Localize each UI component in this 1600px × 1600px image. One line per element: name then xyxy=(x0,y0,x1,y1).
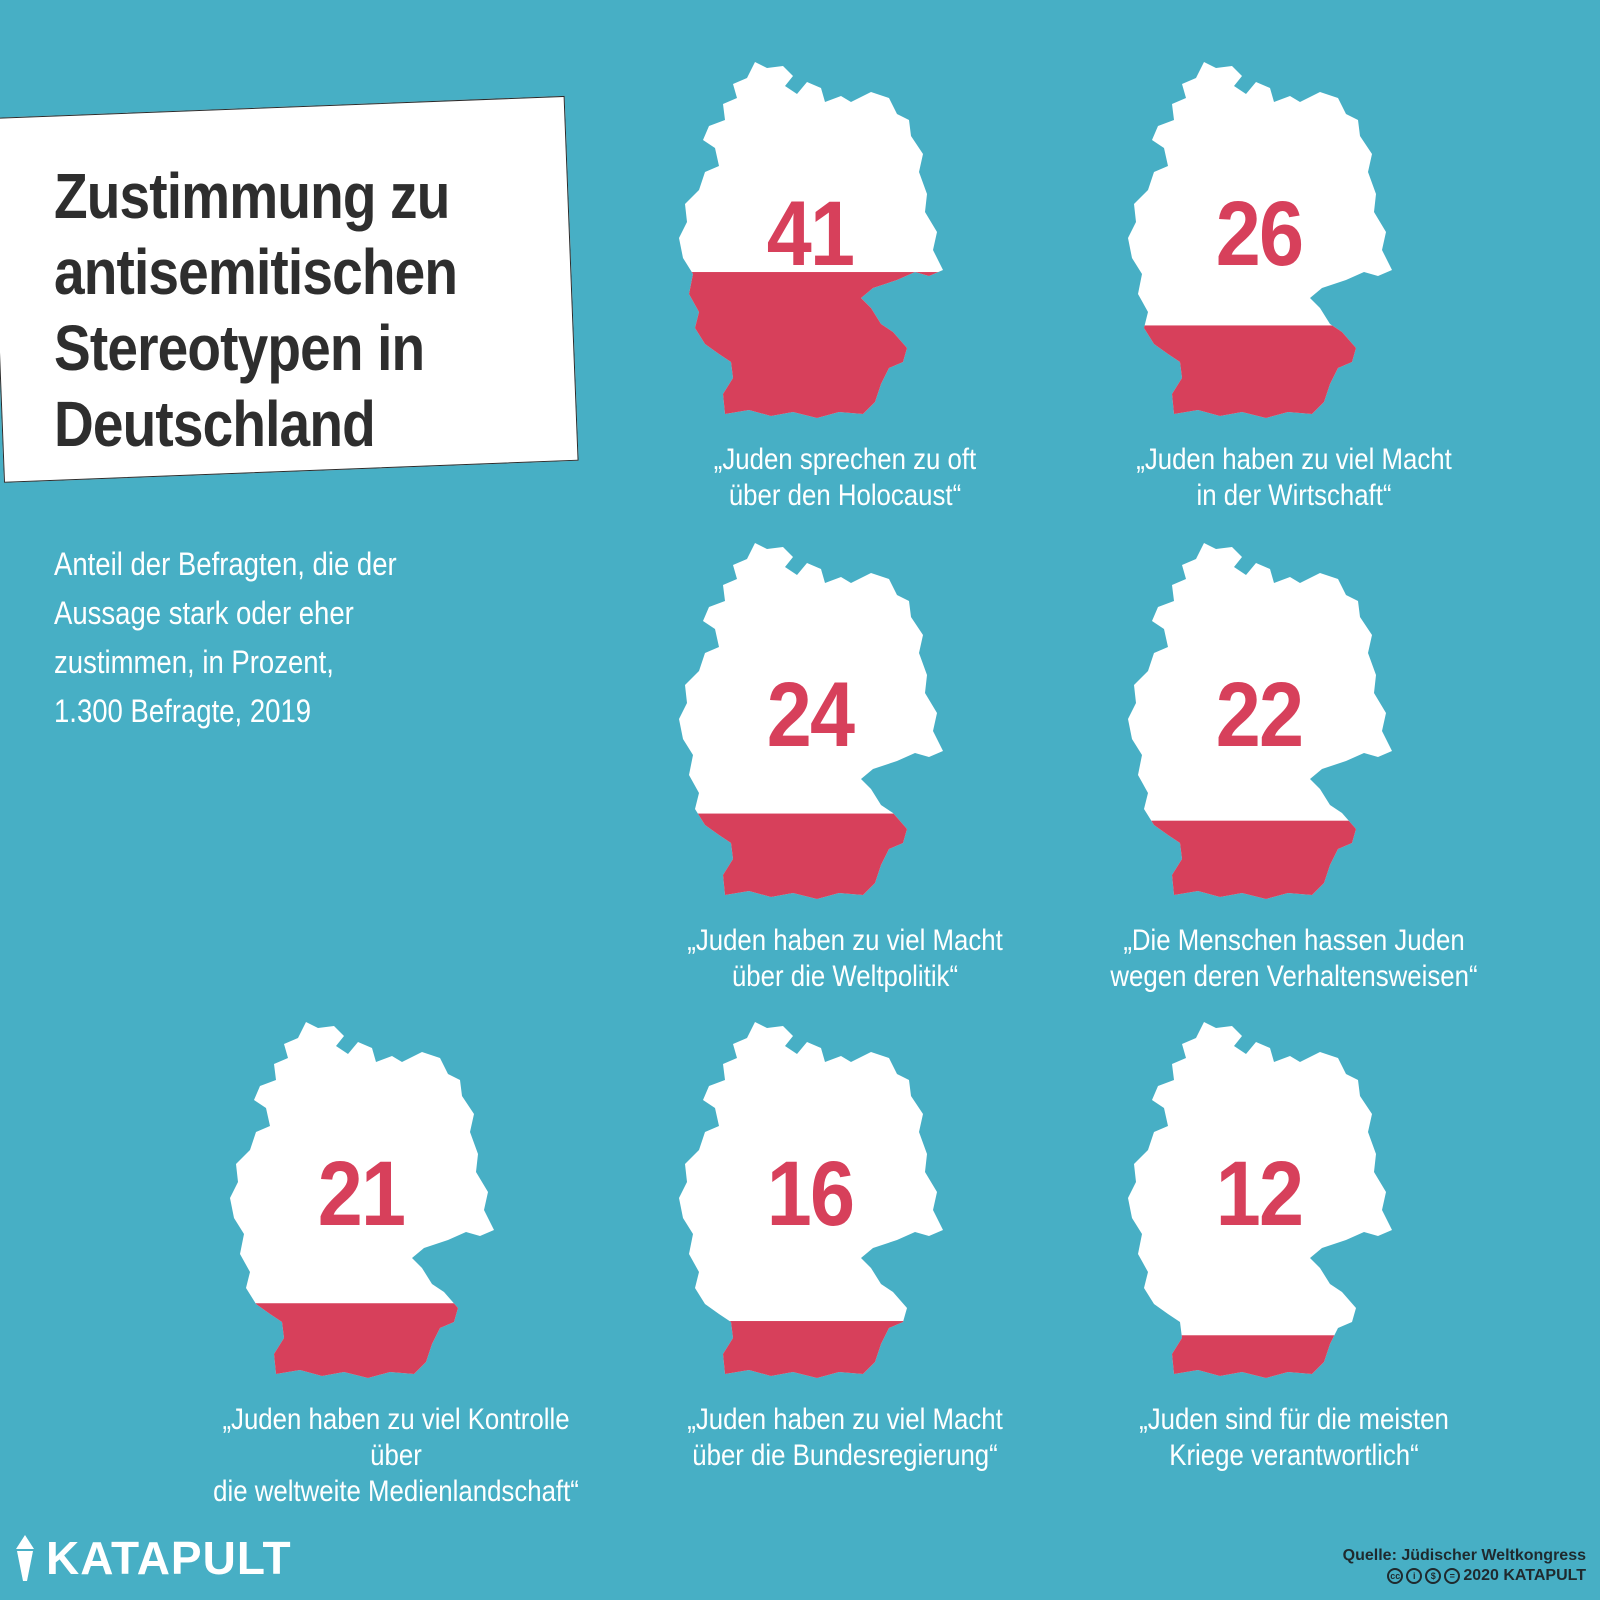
value-label: 24 xyxy=(766,664,855,766)
value-fill-bar xyxy=(679,813,943,899)
value-fill-bar xyxy=(230,1303,494,1378)
germany-map-1 xyxy=(679,62,943,418)
germany-map-6 xyxy=(679,1022,943,1378)
map-outline xyxy=(679,543,943,899)
subtitle: Anteil der Befragten, die der Aussage st… xyxy=(54,546,397,729)
logo-text: KATAPULT xyxy=(46,1532,292,1584)
germany-map-2 xyxy=(1128,62,1392,418)
value-fill-bar xyxy=(1128,325,1392,418)
statement-caption: „Juden haben zu viel Macht über die Welt… xyxy=(687,924,1003,993)
statement-caption: „Juden sind für die meisten Kriege veran… xyxy=(1139,1403,1449,1472)
map-item-3: 24 „Juden haben zu viel Macht über die We… xyxy=(675,543,1015,1003)
value-label: 16 xyxy=(766,1143,855,1245)
source-text: Quelle: Jüdischer Weltkongress xyxy=(1342,1547,1586,1564)
value-label: 22 xyxy=(1215,664,1304,766)
map-outline xyxy=(679,1022,943,1378)
value-label: 12 xyxy=(1215,1143,1304,1245)
germany-map-7 xyxy=(1128,1022,1392,1378)
value-fill-bar xyxy=(679,1321,943,1378)
value-label: 26 xyxy=(1215,183,1304,285)
catapult-icon xyxy=(16,1535,34,1581)
copyright-text: 2020 KATAPULT xyxy=(1463,1567,1586,1584)
statement-caption: „Juden haben zu viel Kontrolle über die … xyxy=(213,1403,579,1508)
nd-icon: = xyxy=(1444,1568,1461,1584)
germany-map-4 xyxy=(1128,543,1392,899)
cc-icon: cc xyxy=(1387,1568,1404,1584)
nc-icon: $ xyxy=(1425,1568,1442,1584)
page-title: Zustimmung zu antisemitischen Stereotype… xyxy=(54,160,458,460)
map-item-6: 16 „Juden haben zu viel Macht über die Bu… xyxy=(675,1022,1015,1482)
map-outline xyxy=(1128,1022,1392,1378)
source-block: Quelle: Jüdischer Weltkongress cc i $ = … xyxy=(1343,1546,1586,1586)
value-label: 41 xyxy=(766,183,855,285)
statement-caption: „Juden haben zu viel Macht über die Bund… xyxy=(687,1403,1003,1472)
map-item-2: 26 „Juden haben zu viel Macht in der Wirt… xyxy=(1124,62,1464,522)
map-item-1: 41 „Juden sprechen zu oft über den Holoca… xyxy=(675,62,1015,522)
map-outline xyxy=(1128,543,1392,899)
statement-caption: „Die Menschen hassen Juden wegen deren V… xyxy=(1110,924,1478,993)
by-icon: i xyxy=(1406,1568,1423,1584)
germany-map-3 xyxy=(679,543,943,899)
value-fill-bar xyxy=(1128,1335,1392,1378)
statement-caption: „Juden sprechen zu oft über den Holocaus… xyxy=(713,443,977,512)
katapult-logo: KATAPULT xyxy=(12,1530,292,1586)
value-label: 21 xyxy=(317,1143,406,1245)
map-outline xyxy=(230,1022,494,1378)
statement-caption: „Juden haben zu viel Macht in der Wirtsc… xyxy=(1136,443,1452,512)
license-row: cc i $ = 2020 KATAPULT xyxy=(1343,1566,1586,1586)
map-item-4: 22 „Die Menschen hassen Juden wegen deren… xyxy=(1110,543,1478,1003)
value-fill-bar xyxy=(1128,820,1392,899)
map-item-5: 21 „Juden haben zu viel Kontrolle über di… xyxy=(213,1022,579,1508)
germany-map-5 xyxy=(230,1022,494,1378)
map-item-7: 12 „Juden sind für die meisten Kriege ver… xyxy=(1124,1022,1464,1482)
value-fill-bar xyxy=(679,272,943,418)
